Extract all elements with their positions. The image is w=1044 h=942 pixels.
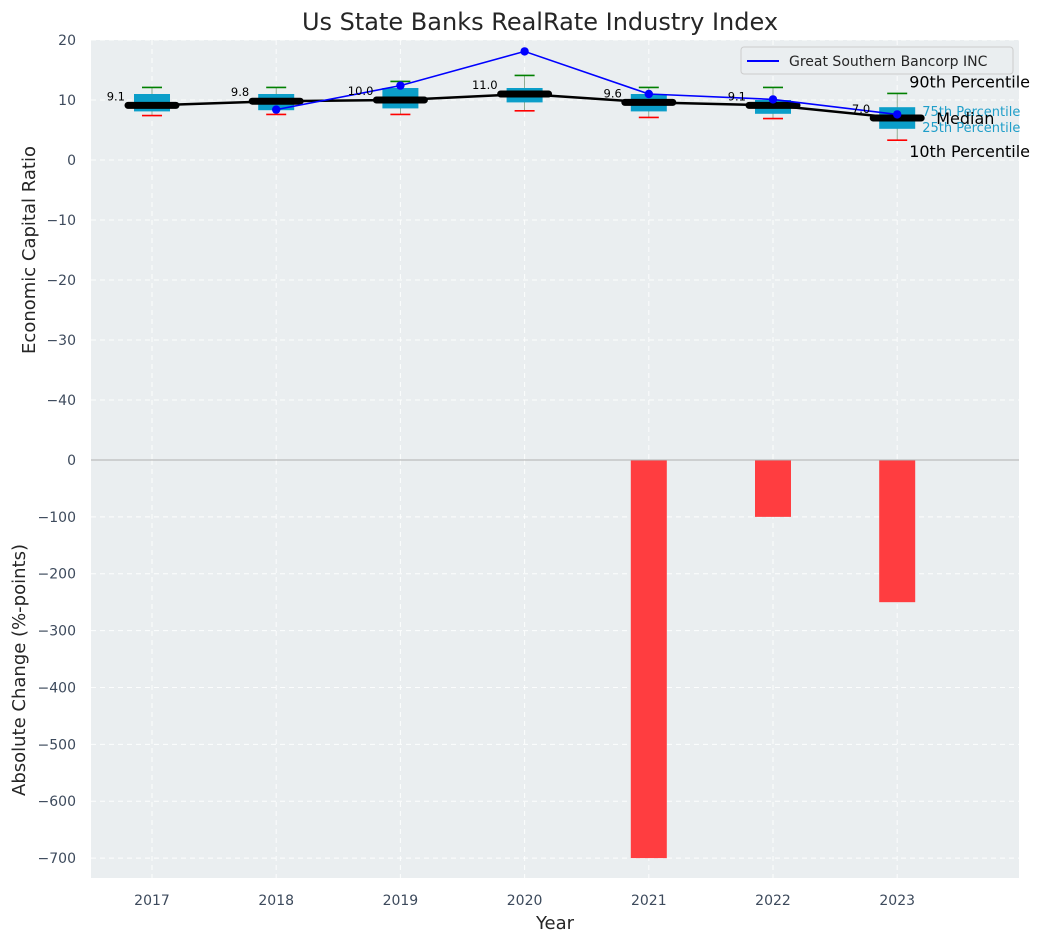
x-tick-label: 2018 — [258, 893, 294, 909]
bottom-y-tick-label: −300 — [38, 624, 76, 640]
median-value-label: 10.0 — [348, 84, 374, 98]
median-annotation: Median — [936, 109, 994, 128]
bottom-y-tick-label: −200 — [38, 567, 76, 583]
x-tick-label: 2017 — [134, 893, 170, 909]
legend: Great Southern Bancorp INC — [740, 46, 1014, 75]
x-tick-label: 2021 — [631, 893, 667, 909]
bottom-grid — [91, 460, 1019, 878]
median-value-label: 7.0 — [852, 102, 870, 116]
bottom-y-tick-label: −700 — [38, 851, 76, 867]
series-point — [520, 47, 529, 56]
percentile-annotations: 90th Percentile 75th PercentileMedian25th… — [909, 72, 1030, 161]
legend-label: Great Southern Bancorp INC — [789, 54, 988, 70]
top-y-tick-label: −20 — [46, 273, 76, 289]
top-y-tick-label: 10 — [58, 93, 76, 109]
series-point — [396, 81, 405, 90]
x-ticks: 2017 2018 2019 2020 2021 2022 2023 — [134, 893, 915, 909]
top-y-axis-label: Economic Capital Ratio — [19, 146, 40, 354]
x-axis-label: Year — [535, 913, 575, 934]
top-y-tick-label: −30 — [46, 333, 76, 349]
median-value-label: 9.6 — [604, 86, 622, 100]
legend-box — [740, 46, 1014, 75]
median-value-labels: 9.1 9.8 10.0 11.0 9.6 9.1 7.0 — [107, 78, 870, 116]
bottom-y-ticks: 0 −100 −200 −300 −400 −500 −600 −700 — [38, 453, 76, 867]
bottom-y-tick-label: −100 — [38, 510, 76, 526]
bottom-y-tick-label: −400 — [38, 680, 76, 696]
x-tick-label: 2019 — [383, 893, 419, 909]
series-point — [644, 89, 653, 99]
x-tick-label: 2020 — [507, 893, 543, 909]
change-bar — [630, 460, 667, 859]
p90-annotation: 90th Percentile — [909, 72, 1030, 91]
series-point — [768, 95, 778, 104]
top-y-tick-label: −40 — [46, 393, 76, 409]
change-bar — [755, 460, 791, 517]
top-grid — [91, 39, 1019, 460]
median-value-label: 9.8 — [231, 85, 249, 99]
series-point — [272, 105, 281, 114]
x-tick-label: 2022 — [755, 893, 791, 909]
bottom-y-tick-label: −500 — [38, 737, 76, 753]
p75-annotation: 75th Percentile — [922, 105, 1020, 120]
change-bar — [879, 460, 916, 603]
chart-title: Us State Banks RealRate Industry Index — [302, 8, 778, 36]
company-series — [272, 47, 902, 119]
bottom-plot-area — [91, 460, 1019, 878]
x-tick-label: 2023 — [879, 893, 915, 909]
top-y-tick-label: 20 — [58, 33, 76, 49]
top-y-tick-label: −10 — [46, 213, 76, 229]
bottom-y-axis-label: Absolute Change (%-points) — [9, 544, 30, 796]
median-value-label: 11.0 — [472, 78, 498, 92]
series-point — [893, 110, 902, 119]
change-bars — [630, 460, 916, 859]
top-y-ticks: 20 10 0 −10 −20 −30 −40 — [46, 33, 76, 409]
top-y-tick-label: 0 — [67, 153, 76, 169]
bottom-y-tick-label: −600 — [38, 794, 76, 810]
p25-annotation: 25th Percentile — [922, 121, 1020, 136]
p10-annotation: 10th Percentile — [909, 142, 1030, 161]
median-line-group — [124, 90, 925, 122]
series-line — [276, 50, 898, 116]
median-value-label: 9.1 — [107, 89, 125, 103]
median-value-label: 9.1 — [728, 89, 746, 103]
bottom-y-tick-label: 0 — [67, 453, 76, 469]
